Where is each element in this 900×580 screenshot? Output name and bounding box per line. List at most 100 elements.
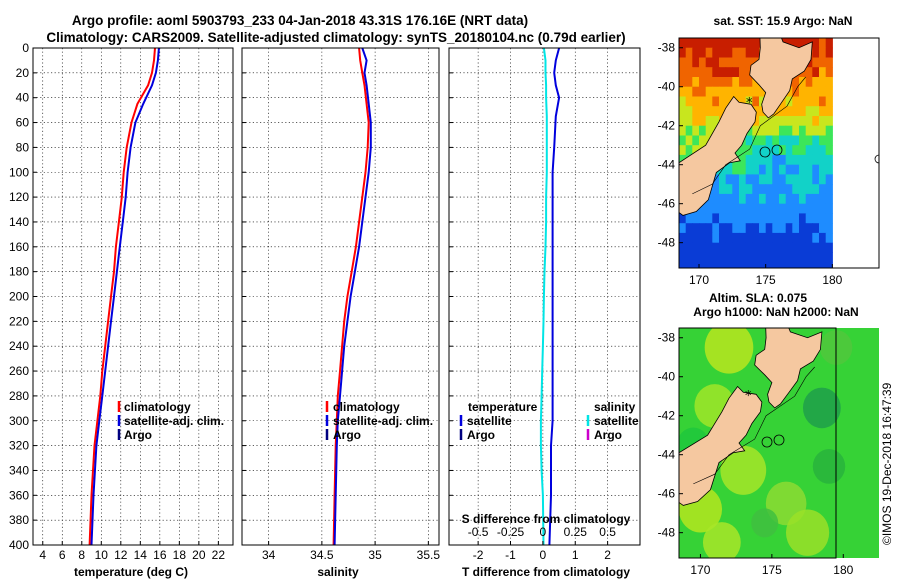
sst-cell bbox=[692, 106, 700, 117]
salinity-legend: climatology satellite-adj. clim. Argo bbox=[325, 400, 433, 442]
y-tick-label: 80 bbox=[16, 140, 30, 154]
sst-cell bbox=[805, 145, 813, 156]
s-tick-label: -0.5 bbox=[468, 525, 489, 539]
sst-cell bbox=[705, 57, 713, 68]
sst-cell bbox=[785, 262, 793, 268]
sst-cell bbox=[772, 125, 780, 136]
difference-top-xlabel: S difference from climatology bbox=[462, 512, 631, 526]
sst-cell bbox=[719, 38, 727, 49]
sst-cell bbox=[719, 96, 727, 107]
sst-cell bbox=[705, 96, 713, 107]
sst-cell bbox=[799, 135, 807, 146]
figure-title-line2: Climatology: CARS2009. Satellite-adjuste… bbox=[46, 30, 625, 45]
sst-cell bbox=[785, 193, 793, 205]
difference-panel: -2 -1 0 1 2 -0.5 -0.25 0 0.25 0.5 T difference fr… bbox=[448, 47, 641, 579]
sst-cell bbox=[792, 135, 800, 146]
sst-cell bbox=[732, 67, 740, 78]
sst-cell bbox=[825, 232, 833, 244]
legend-label-argo: Argo bbox=[333, 428, 361, 442]
sst-cell bbox=[739, 145, 747, 156]
sst-cell bbox=[745, 57, 753, 68]
sst-cell bbox=[732, 252, 740, 263]
sst-cell bbox=[699, 203, 707, 214]
map-y-tick-label: -44 bbox=[658, 158, 676, 172]
difference-legend-temperature: temperature satellite Argo bbox=[459, 400, 538, 442]
sst-cell bbox=[779, 252, 787, 263]
sst-cell bbox=[752, 262, 760, 268]
sst-cell bbox=[825, 203, 833, 214]
x-tick-label: 1 bbox=[572, 548, 579, 562]
sst-cell bbox=[785, 154, 793, 166]
x-tick-label: 8 bbox=[78, 548, 85, 562]
sst-cell bbox=[679, 96, 687, 107]
y-tick-label: 320 bbox=[9, 439, 29, 453]
sst-cell bbox=[732, 38, 740, 49]
sst-cell bbox=[792, 125, 800, 136]
sst-cell bbox=[812, 223, 820, 234]
sst-cell bbox=[705, 86, 713, 97]
sst-cell bbox=[745, 174, 753, 185]
sst-cell bbox=[812, 96, 820, 107]
sst-cell bbox=[719, 184, 727, 195]
sst-cell bbox=[719, 106, 727, 117]
sst-cell bbox=[732, 77, 740, 88]
series-line-satellite-adj-clim- bbox=[333, 48, 372, 545]
sst-cell bbox=[825, 47, 833, 58]
sst-cell bbox=[799, 154, 807, 166]
sla-heatmap-blobs bbox=[679, 328, 853, 558]
sst-cell bbox=[812, 38, 820, 49]
sst-cell bbox=[745, 154, 753, 166]
sst-cell bbox=[739, 77, 747, 88]
sst-cell bbox=[819, 174, 827, 185]
sst-cell bbox=[745, 184, 753, 195]
sst-cell bbox=[732, 47, 740, 58]
sst-cell bbox=[712, 67, 720, 78]
sst-cell bbox=[685, 223, 693, 234]
sst-cell bbox=[739, 184, 747, 195]
x-tick-label: 34 bbox=[262, 548, 276, 562]
sst-cell bbox=[799, 125, 807, 136]
sst-cell bbox=[765, 213, 773, 224]
sst-cell bbox=[792, 164, 800, 175]
sst-cell bbox=[679, 125, 687, 136]
sst-cell bbox=[785, 174, 793, 185]
sst-cell bbox=[705, 252, 713, 263]
sst-cell bbox=[825, 77, 833, 88]
sst-cell bbox=[712, 193, 720, 205]
x-tick-label: 34.5 bbox=[310, 548, 334, 562]
sst-cell bbox=[699, 242, 707, 253]
map-y-tick-label: -42 bbox=[658, 409, 676, 423]
sst-cell bbox=[779, 174, 787, 185]
map-x-tick-label: 175 bbox=[762, 563, 782, 577]
sst-cell bbox=[752, 213, 760, 224]
sst-map: sat. SST: 15.9 Argo: NaN * 170 175 180 -38 -… bbox=[658, 14, 880, 287]
sst-cell bbox=[699, 77, 707, 88]
sst-cell bbox=[692, 145, 700, 156]
x-tick-label: 16 bbox=[153, 548, 167, 562]
sst-cell bbox=[792, 203, 800, 214]
sst-cell bbox=[732, 57, 740, 68]
sst-cell bbox=[692, 38, 700, 49]
sst-cell bbox=[759, 232, 767, 244]
sst-cell bbox=[725, 38, 733, 49]
sst-cell bbox=[819, 154, 827, 166]
sst-cell bbox=[685, 135, 693, 146]
x-tick-label: 20 bbox=[192, 548, 206, 562]
sst-cell bbox=[759, 145, 767, 156]
x-tick-label: 2 bbox=[604, 548, 611, 562]
sst-cell bbox=[779, 125, 787, 136]
sla-blob bbox=[704, 328, 754, 374]
sst-cell bbox=[805, 242, 813, 253]
sst-cell bbox=[679, 57, 687, 68]
sst-cell bbox=[699, 232, 707, 244]
sst-cell bbox=[805, 203, 813, 214]
sst-cell bbox=[785, 242, 793, 253]
sst-cell bbox=[819, 38, 827, 49]
sst-cell bbox=[759, 203, 767, 214]
sst-cell bbox=[799, 145, 807, 156]
sst-cell bbox=[685, 213, 693, 224]
sst-cell bbox=[719, 57, 727, 68]
sst-cell bbox=[699, 135, 707, 146]
sst-cell bbox=[792, 232, 800, 244]
sst-cell bbox=[812, 77, 820, 88]
